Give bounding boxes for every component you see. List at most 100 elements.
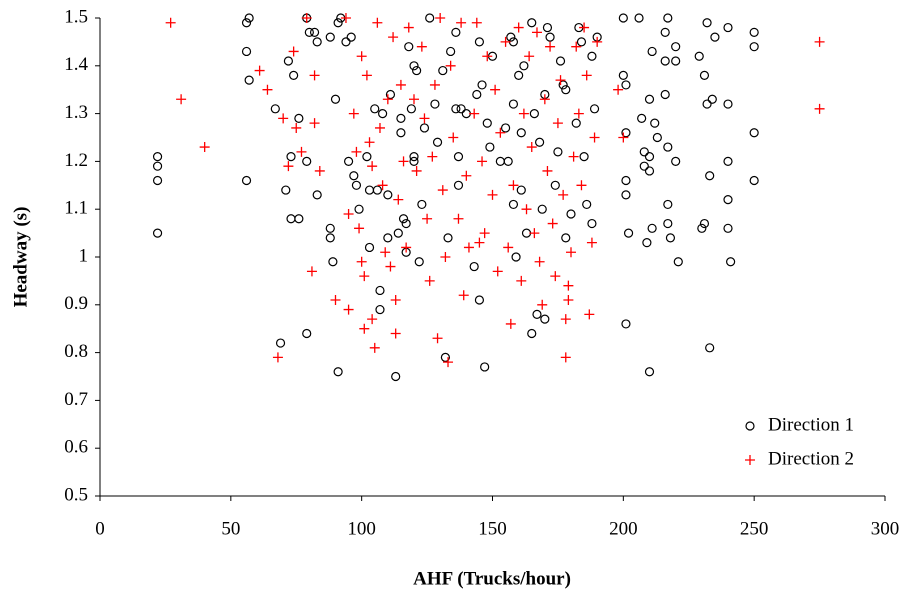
point (312, 190, 322, 200)
point (500, 36, 511, 47)
point (477, 80, 487, 90)
point (382, 94, 393, 105)
point (409, 152, 419, 162)
point (427, 151, 438, 162)
point (673, 257, 683, 267)
point (550, 271, 561, 282)
point (540, 314, 550, 324)
point (699, 218, 710, 229)
point (573, 108, 584, 119)
point (814, 36, 825, 47)
point (495, 127, 506, 138)
point (487, 189, 498, 200)
point (555, 56, 566, 66)
point (341, 37, 351, 47)
y-tick-label: 1.3 (64, 102, 88, 123)
point (587, 51, 597, 61)
point (390, 328, 401, 339)
point (500, 123, 511, 133)
point (372, 17, 383, 28)
point (309, 70, 320, 81)
point (359, 323, 370, 334)
point (621, 190, 631, 200)
point (566, 209, 576, 219)
point (566, 247, 576, 258)
point (545, 32, 555, 42)
point (301, 13, 312, 23)
point (380, 247, 391, 258)
point (482, 51, 493, 62)
point (469, 108, 480, 119)
point (152, 228, 163, 238)
point (539, 94, 550, 105)
point (707, 94, 717, 104)
point (429, 79, 440, 90)
point (639, 161, 649, 171)
point (474, 237, 485, 248)
point (521, 204, 532, 215)
point (278, 113, 289, 124)
x-tick-label: 50 (221, 518, 240, 539)
point (404, 42, 414, 52)
point (694, 51, 704, 61)
point (461, 170, 472, 181)
point (529, 228, 540, 239)
point (537, 204, 547, 214)
point (383, 190, 393, 200)
point (586, 237, 597, 248)
point (526, 142, 537, 153)
point (644, 367, 655, 377)
point (393, 228, 403, 238)
point (330, 94, 341, 104)
point (529, 108, 539, 119)
point (723, 156, 733, 166)
point (485, 142, 495, 152)
point (325, 223, 335, 233)
point (270, 104, 280, 114)
point (534, 137, 545, 147)
point (537, 299, 548, 310)
point (527, 328, 537, 339)
y-tick-label: 1.5 (64, 6, 88, 27)
point (435, 13, 446, 23)
x-tick-label: 300 (871, 518, 900, 539)
point (561, 233, 571, 243)
point (592, 36, 603, 47)
point (613, 84, 624, 95)
point (367, 161, 378, 172)
point (419, 123, 430, 133)
y-tick-label: 1.1 (64, 198, 88, 219)
point (403, 22, 414, 33)
point (702, 99, 712, 109)
point (508, 99, 519, 109)
point (396, 128, 406, 138)
point (705, 171, 715, 181)
point (199, 142, 210, 153)
point (723, 195, 733, 205)
point (579, 22, 590, 33)
point (333, 18, 343, 28)
point (302, 328, 312, 339)
point (396, 113, 406, 123)
point (286, 152, 296, 162)
point (558, 80, 568, 90)
point (453, 180, 464, 190)
y-tick-label: 1 (79, 245, 89, 266)
point (514, 70, 524, 80)
point (406, 104, 416, 114)
point (456, 104, 466, 114)
point (391, 371, 401, 382)
point (621, 80, 631, 90)
point (288, 46, 299, 57)
point (461, 108, 471, 119)
point (665, 233, 676, 243)
point (458, 290, 469, 301)
point (390, 295, 401, 306)
point (304, 27, 314, 37)
point (296, 146, 307, 157)
point (621, 175, 631, 186)
point (432, 137, 443, 147)
y-tick-label: 0.7 (64, 389, 88, 410)
point (647, 46, 657, 57)
